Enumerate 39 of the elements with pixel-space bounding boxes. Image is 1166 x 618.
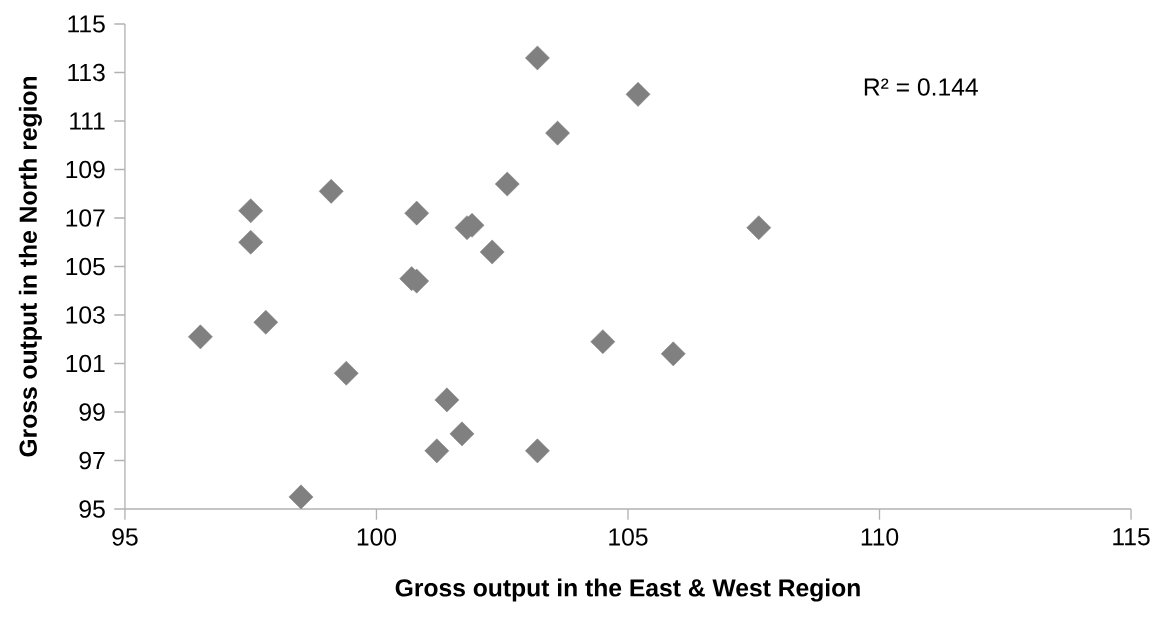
- point: [424, 438, 450, 464]
- point: [318, 178, 344, 204]
- point: [449, 421, 475, 447]
- y-axis-title: Gross output in the North region: [18, 76, 42, 457]
- x-tick-label: 100: [357, 528, 397, 546]
- annotation: R² = 0.144: [864, 78, 978, 96]
- y-tick-label: 97: [79, 451, 105, 470]
- point: [288, 484, 314, 510]
- y-tick-label: 103: [66, 306, 105, 324]
- point: [238, 198, 264, 223]
- point: [525, 438, 550, 464]
- x-tick-label: 95: [112, 528, 138, 546]
- x-tick-label: 110: [861, 528, 899, 546]
- y-tick-label: 95: [79, 500, 105, 518]
- point: [660, 341, 686, 366]
- x-tick-label: 105: [609, 528, 648, 546]
- y-tick-label: 115: [68, 15, 105, 33]
- point: [525, 45, 550, 71]
- point: [188, 324, 213, 350]
- point: [479, 239, 505, 265]
- x-axis-title: Gross output in the East & West Region: [395, 578, 860, 602]
- point: [404, 200, 430, 226]
- point: [746, 215, 772, 240]
- point: [625, 81, 651, 107]
- y-tick-label: 105: [66, 257, 105, 276]
- point: [545, 120, 570, 146]
- point: [253, 309, 279, 335]
- point: [238, 229, 264, 255]
- point: [590, 329, 616, 354]
- x-tick-label: 115: [1113, 528, 1150, 546]
- y-tick-label: 111: [70, 112, 105, 130]
- point: [333, 360, 359, 386]
- y-tick-label: 99: [79, 403, 105, 421]
- y-tick-label: 113: [68, 63, 105, 82]
- point: [494, 171, 520, 197]
- y-tick-label: 101: [66, 354, 105, 373]
- y-tick-label: 109: [66, 160, 105, 179]
- y-tick-label: 107: [66, 209, 105, 227]
- point: [434, 387, 460, 413]
